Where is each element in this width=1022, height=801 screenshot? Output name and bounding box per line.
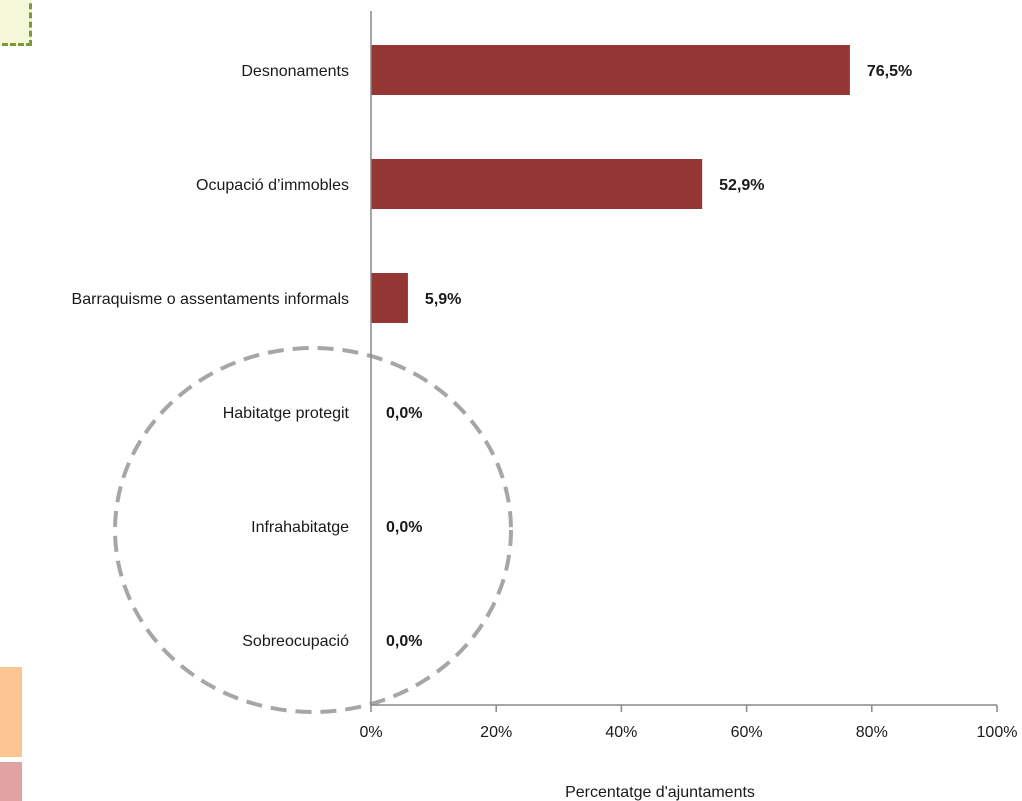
x-tick-label: 0% (359, 724, 382, 741)
x-axis-title: Percentatge d'ajuntaments (565, 784, 755, 801)
x-tick-label: 60% (731, 724, 763, 741)
bar (371, 273, 408, 323)
data-label: 76,5% (867, 63, 912, 80)
x-tick-label: 80% (856, 724, 888, 741)
category-label: Ocupació d’immobles (196, 177, 349, 194)
category-label: Infrahabitatge (251, 519, 349, 536)
category-label: Desnonaments (241, 63, 349, 80)
top-left-dashed-box (0, 0, 32, 46)
bottom-left-orange-block (0, 667, 22, 757)
x-tick-label: 20% (480, 724, 512, 741)
data-label: 0,0% (386, 633, 422, 650)
x-tick-label: 100% (977, 724, 1018, 741)
bar (371, 45, 850, 95)
zero-values-highlight-circle (113, 346, 513, 714)
bottom-left-pink-block (0, 762, 22, 801)
data-label: 5,9% (425, 291, 461, 308)
category-label: Barraquisme o assentaments informals (72, 291, 349, 308)
bar (371, 159, 703, 209)
category-label: Habitatge protegit (223, 405, 350, 422)
data-label: 0,0% (386, 405, 422, 422)
category-label: Sobreocupació (242, 633, 349, 650)
data-label: 0,0% (386, 519, 422, 536)
x-tick-label: 40% (605, 724, 637, 741)
data-label: 52,9% (719, 177, 764, 194)
